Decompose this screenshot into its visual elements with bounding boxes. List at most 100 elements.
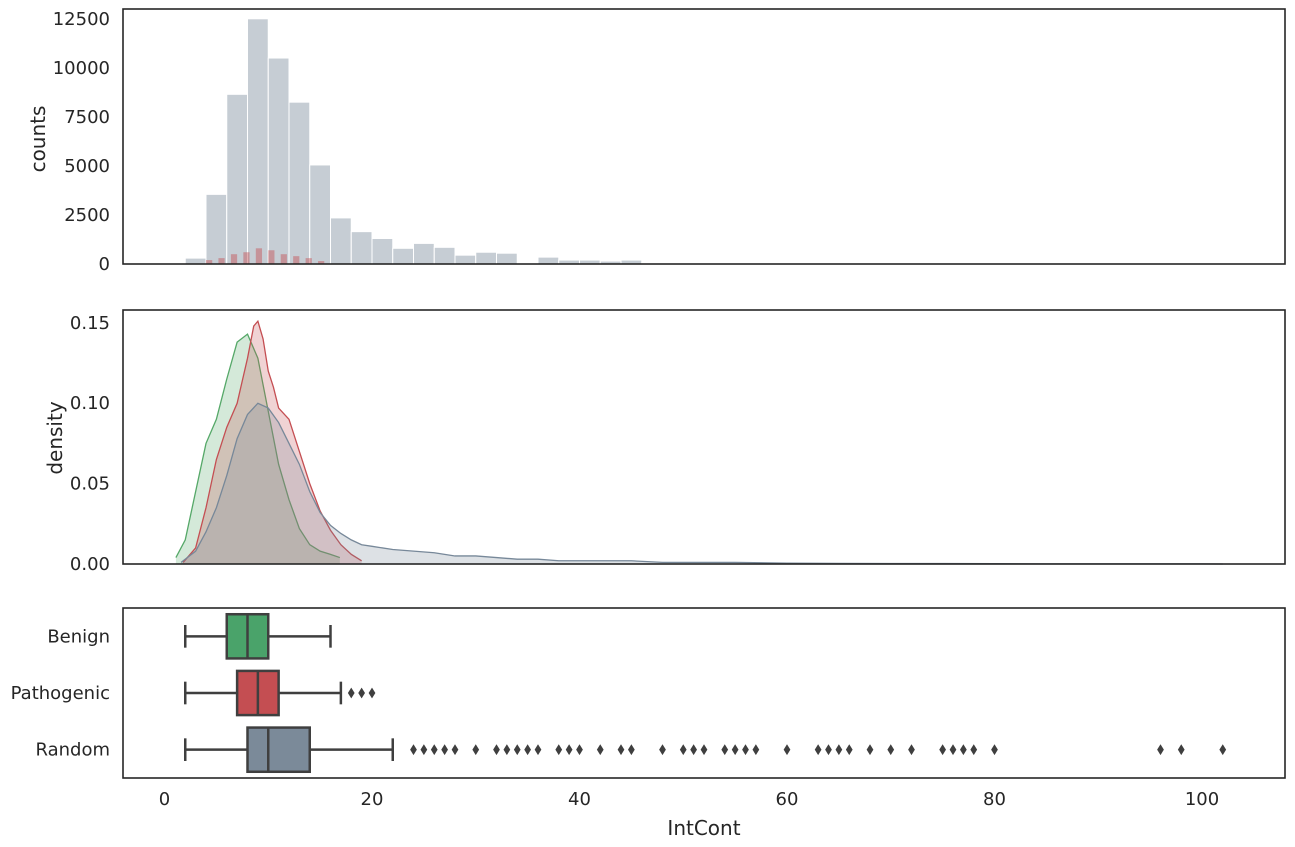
histogram-bar [537, 256, 560, 265]
box-outlier [835, 744, 843, 756]
density-area [181, 403, 1223, 564]
histogram-bar [330, 217, 352, 265]
histogram-bar [226, 93, 248, 265]
box-outlier [690, 744, 697, 756]
histogram-bar-overlay [230, 254, 238, 264]
histogram-frame [122, 8, 1286, 265]
boxplot-marks [184, 612, 1227, 774]
boxplot-x-ticks: 0 20 40 60 80 100 [159, 789, 1219, 810]
x-axis-label: IntCont [667, 816, 740, 840]
histogram-y-tick-label: 7500 [64, 107, 110, 128]
histogram-bar [309, 164, 331, 265]
histogram-bar-overlay [293, 256, 300, 264]
box-outlier [991, 744, 998, 756]
histogram-bar [496, 252, 518, 265]
box-outlier [752, 744, 760, 756]
box-outlier [1177, 744, 1185, 756]
boxplot-category-labels: Benign Pathogenic Random [11, 626, 110, 760]
x-tick-label: 40 [568, 789, 591, 810]
boxplot-panel: Benign Pathogenic Random 0 20 40 60 80 100 IntC… [11, 607, 1286, 840]
histogram-bar-overlay [218, 258, 225, 264]
box-outlier [908, 744, 915, 756]
box-outlier [721, 744, 729, 756]
box-outlier [845, 744, 853, 756]
histogram-bar [433, 246, 456, 265]
histogram-y-axis-label: counts [26, 106, 50, 173]
x-tick-label: 100 [1185, 789, 1219, 810]
box-outlier [970, 744, 978, 756]
histogram-y-tick-label: 12500 [53, 9, 110, 30]
category-label: Random [35, 740, 110, 761]
histogram-bar [267, 57, 290, 265]
histogram-bar [475, 251, 497, 265]
box-outlier [503, 744, 511, 756]
box-outlier [430, 744, 438, 756]
box-outlier [534, 744, 542, 756]
histogram-bar-overlay [255, 248, 263, 264]
box-outlier [555, 744, 563, 756]
histogram-bar [184, 257, 207, 265]
x-tick-label: 80 [983, 789, 1006, 810]
histogram-bar [288, 101, 311, 265]
box-outlier [1157, 744, 1164, 756]
x-tick-label: 20 [361, 789, 384, 810]
density-y-ticks: 0.00 0.05 0.10 0.15 [70, 313, 110, 575]
box-outlier [1219, 744, 1227, 756]
category-label: Benign [47, 626, 110, 647]
histogram-y-tick-label: 10000 [53, 58, 110, 79]
density-frame [122, 309, 1286, 565]
x-tick-label: 60 [776, 789, 799, 810]
box-outlier [368, 687, 376, 699]
box-outlier [513, 744, 521, 756]
box-outlier [451, 744, 459, 756]
density-y-axis-label: density [43, 401, 67, 474]
box-outlier [659, 744, 666, 756]
box-outlier [825, 744, 832, 756]
histogram-bar-overlay [206, 260, 213, 264]
histogram-bar-overlay [318, 261, 325, 264]
category-label: Pathogenic [11, 683, 110, 704]
box-outlier [358, 687, 365, 699]
box-outlier [679, 744, 687, 756]
box-outlier [960, 744, 967, 756]
box-outlier [441, 744, 448, 756]
histogram-bar [371, 238, 394, 265]
histogram-bar [247, 18, 269, 265]
boxplot-frame [122, 607, 1286, 779]
density-areas [175, 319, 1223, 565]
histogram-panel: 0 2500 5000 7500 10000 12500 counts [26, 8, 1286, 275]
box-outlier [628, 744, 635, 756]
box-outlier [783, 744, 791, 756]
density-y-tick-label: 0.05 [70, 474, 110, 495]
histogram-bar-overlay [268, 250, 275, 264]
box-outlier [939, 744, 946, 756]
histogram-y-tick-label: 0 [99, 254, 110, 275]
box-outlier [347, 687, 355, 699]
density-y-tick-label: 0.15 [70, 313, 110, 334]
box-outlier [742, 744, 749, 756]
density-line [175, 333, 341, 559]
x-tick-label: 0 [159, 789, 170, 810]
density-line [182, 319, 362, 563]
histogram-bars [184, 18, 684, 265]
density-panel: 0.00 0.05 0.10 0.15 density [43, 309, 1286, 575]
box-outlier [410, 744, 417, 756]
histogram-bar [350, 231, 373, 265]
box-outlier [596, 744, 604, 756]
histogram-bar-overlay [280, 254, 287, 264]
histogram-bar-overlay [305, 258, 312, 264]
density-y-tick-label: 0.10 [70, 393, 110, 414]
histogram-bar [392, 247, 414, 265]
box-outlier [949, 744, 957, 756]
histogram-bar-overlay [243, 252, 250, 264]
box-outlier [576, 744, 583, 756]
histogram-y-ticks: 0 2500 5000 7500 10000 12500 [53, 9, 110, 275]
density-y-tick-label: 0.00 [70, 554, 110, 575]
box-outlier [866, 744, 874, 756]
histogram-y-tick-label: 2500 [64, 205, 110, 226]
histogram-bar [454, 254, 477, 265]
box-outlier [617, 744, 625, 756]
histogram-y-tick-label: 5000 [64, 156, 110, 177]
histogram-bar [413, 242, 435, 265]
box-outlier [565, 744, 573, 756]
